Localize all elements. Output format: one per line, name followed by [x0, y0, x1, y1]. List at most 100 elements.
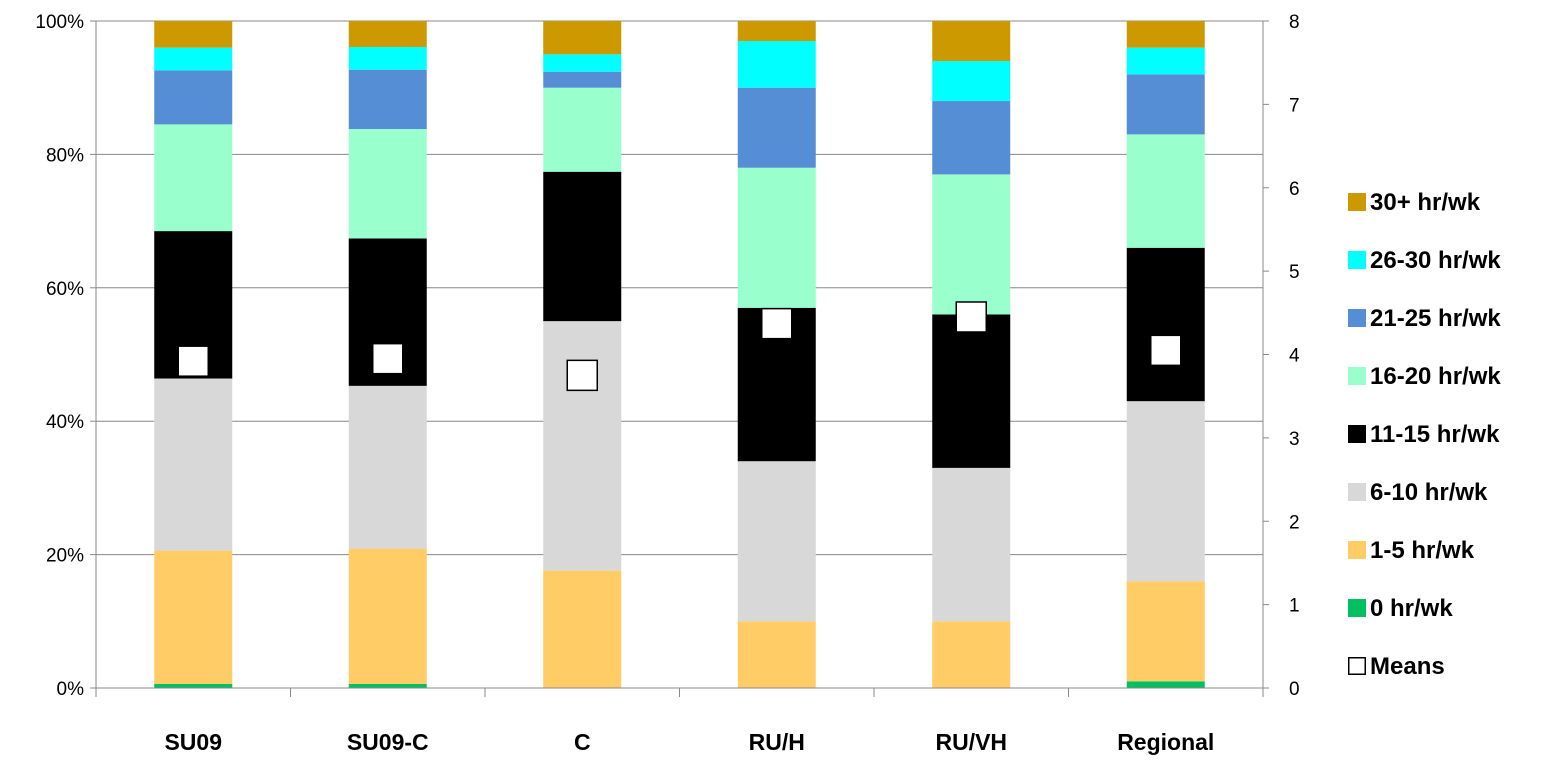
bar-segment-11-15-hr-wk	[932, 314, 1011, 468]
bar-segment-26-30-hr-wk	[1126, 47, 1205, 75]
bar-segment-26-30-hr-wk	[348, 47, 427, 70]
legend-label: 21-25 hr/wk	[1370, 305, 1501, 332]
x-category-label: RU/H	[749, 729, 805, 755]
bar-segment-11-15-hr-wk	[1126, 247, 1205, 402]
bar-segment-16-20-hr-wk	[932, 174, 1011, 315]
bar-segment-30-hr-wk	[543, 21, 622, 55]
mean-marker	[177, 345, 209, 377]
bar-segment-1-5-hr-wk	[737, 621, 816, 688]
bar-segment-16-20-hr-wk	[737, 167, 816, 308]
x-category-label: SU09-C	[347, 729, 429, 755]
legend-swatch	[1348, 193, 1366, 211]
bar-segment-0-hr-wk	[154, 683, 233, 688]
bar-segment-16-20-hr-wk	[1126, 134, 1205, 248]
legend-label: 6-10 hr/wk	[1370, 479, 1488, 506]
x-category-label: SU09	[164, 729, 222, 755]
legend-swatch	[1348, 251, 1366, 269]
legend-swatch	[1348, 483, 1366, 501]
bar-segment-11-15-hr-wk	[543, 171, 622, 322]
bars	[154, 21, 1205, 688]
bar-segment-1-5-hr-wk	[348, 548, 427, 684]
y-right-tick-label: 6	[1289, 179, 1300, 200]
legend-label: 26-30 hr/wk	[1370, 247, 1501, 274]
y-left-tick-label: 60%	[46, 279, 84, 300]
bar-segment-21-25-hr-wk	[348, 69, 427, 130]
bar-segment-21-25-hr-wk	[932, 101, 1011, 175]
bar-segment-30-hr-wk	[932, 21, 1011, 62]
legend-item: 16-20 hr/wk	[1348, 363, 1501, 390]
legend-item: 0 hr/wk	[1348, 595, 1453, 622]
bar-segment-26-30-hr-wk	[154, 47, 233, 71]
means-markers	[177, 301, 1182, 392]
bar-segment-1-5-hr-wk	[1126, 581, 1205, 682]
bar-segment-6-10-hr-wk	[1126, 401, 1205, 582]
mean-marker	[955, 301, 987, 333]
bar-segment-30-hr-wk	[348, 21, 427, 48]
legend-item: 21-25 hr/wk	[1348, 305, 1501, 332]
bar-segment-6-10-hr-wk	[932, 467, 1011, 622]
legend-swatch	[1348, 599, 1366, 617]
legend: 30+ hr/wk 26-30 hr/wk 21-25 hr/wk 16-20 hr/…	[1348, 189, 1501, 680]
bar-segment-16-20-hr-wk	[348, 129, 427, 239]
y-left-tick-label: 0%	[57, 679, 85, 700]
axes: 0% 20% 40% 60% 80% 100% 0 1 2 3 4 5 6 7 8 SU09 SU09-C C RU…	[35, 12, 1300, 755]
y-right-tick-label: 0	[1289, 679, 1300, 700]
legend-label: 30+ hr/wk	[1370, 189, 1481, 216]
legend-item: 1-5 hr/wk	[1348, 537, 1475, 564]
y-left-tick-label: 100%	[35, 12, 84, 33]
y-left-tick-label: 20%	[46, 546, 84, 567]
bar-segment-6-10-hr-wk	[348, 385, 427, 549]
bar-segment-16-20-hr-wk	[543, 87, 622, 172]
legend-swatch	[1348, 541, 1366, 559]
legend-swatch	[1348, 309, 1366, 327]
y-right-tick-label: 7	[1289, 95, 1300, 116]
legend-label: 11-15 hr/wk	[1370, 421, 1500, 448]
bar-segment-1-5-hr-wk	[932, 621, 1011, 688]
bar-segment-21-25-hr-wk	[154, 70, 233, 125]
legend-swatch	[1348, 425, 1366, 443]
x-category-label: C	[574, 729, 591, 755]
bar-segment-30-hr-wk	[737, 21, 816, 42]
legend-item: 11-15 hr/wk	[1348, 421, 1500, 448]
bar-segment-0-hr-wk	[1126, 681, 1205, 688]
legend-label: 16-20 hr/wk	[1370, 363, 1501, 390]
legend-item: 30+ hr/wk	[1348, 189, 1481, 216]
bar-segment-21-25-hr-wk	[543, 71, 622, 88]
bar-segment-26-30-hr-wk	[737, 41, 816, 88]
y-right-tick-label: 5	[1289, 262, 1300, 283]
mean-marker	[566, 359, 598, 392]
bar-segment-6-10-hr-wk	[154, 378, 233, 551]
bar-segment-21-25-hr-wk	[737, 87, 816, 168]
bar-segment-30-hr-wk	[1126, 21, 1205, 48]
legend-swatch	[1348, 367, 1366, 385]
legend-label: 0 hr/wk	[1370, 595, 1453, 622]
bar-segment-0-hr-wk	[348, 683, 427, 688]
mean-marker	[372, 342, 404, 375]
gridlines	[96, 20, 1263, 556]
y-left-tick-label: 80%	[46, 145, 84, 166]
x-category-label: Regional	[1117, 729, 1214, 755]
legend-item: 26-30 hr/wk	[1348, 247, 1501, 274]
legend-item: 6-10 hr/wk	[1348, 479, 1488, 506]
mean-marker	[761, 307, 793, 340]
bar-segment-1-5-hr-wk	[543, 570, 622, 688]
y-right-tick-label: 3	[1289, 429, 1300, 450]
bar-segment-6-10-hr-wk	[543, 321, 622, 571]
bar-segment-26-30-hr-wk	[932, 61, 1011, 102]
mean-marker	[1150, 334, 1182, 367]
legend-item: Means	[1348, 653, 1445, 680]
y-right-tick-label: 4	[1289, 346, 1300, 367]
x-category-label: RU/VH	[935, 729, 1007, 755]
bar-segment-6-10-hr-wk	[737, 461, 816, 622]
bar-segment-26-30-hr-wk	[543, 54, 622, 72]
y-left-tick-label: 40%	[46, 412, 84, 433]
y-right-tick-label: 1	[1289, 596, 1300, 617]
legend-label: Means	[1370, 653, 1445, 680]
legend-swatch	[1348, 657, 1366, 675]
y-right-tick-label: 8	[1289, 12, 1300, 33]
bar-segment-16-20-hr-wk	[154, 124, 233, 232]
y-right-tick-label: 2	[1289, 512, 1300, 533]
legend-label: 1-5 hr/wk	[1370, 537, 1475, 564]
